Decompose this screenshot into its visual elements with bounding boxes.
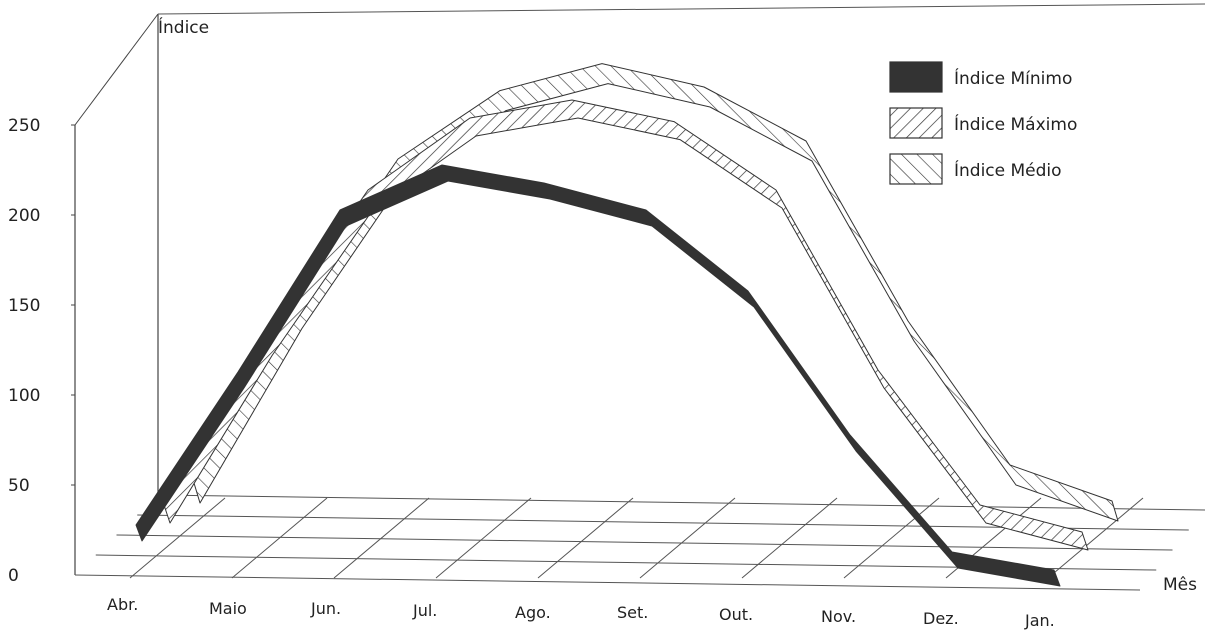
x-tick-label: Dez. [923, 609, 959, 628]
x-tick-labels: Abr. Maio Jun. Jul. Ago. Set. Out. Nov. Dez. Jan. [107, 595, 1055, 630]
legend-swatch [889, 153, 943, 185]
y-tick-labels: 0 50 100 150 200 250 [8, 116, 75, 586]
floor-gridline [157, 494, 1206, 511]
x-tick-label: Jan. [1024, 611, 1055, 630]
floor-month-line [537, 497, 634, 579]
y-axis-label: Índice [158, 16, 209, 38]
legend: Índice Mínimo Índice Máximo Índice Médio [889, 61, 1077, 185]
y-tick-label: 100 [8, 386, 40, 406]
floor-grid [74, 494, 1206, 591]
series-ribbons [135, 63, 1119, 587]
floor-month-line [129, 497, 226, 579]
legend-label: Índice Médio [954, 159, 1062, 181]
floor-month-line [435, 497, 532, 579]
x-tick-label: Out. [719, 605, 753, 624]
y-tick-label: 150 [8, 296, 40, 316]
floor-month-line [333, 497, 430, 579]
floor-gridline [74, 574, 1141, 591]
y-tick-label: 250 [8, 116, 40, 136]
x-axis-label: Mês [1163, 575, 1197, 595]
x-tick-label: Set. [617, 603, 648, 622]
floor-month-line [231, 497, 328, 579]
x-tick-label: Jun. [310, 599, 341, 618]
y-tick-label: 50 [8, 476, 30, 496]
top-connector [74, 13, 159, 126]
x-tick-label: Abr. [107, 595, 138, 614]
series-ribbon [135, 164, 1061, 587]
axes-frame [74, 3, 1206, 575]
floor-month-line [843, 497, 940, 579]
legend-label: Índice Máximo [954, 113, 1077, 135]
x-tick-label: Jul. [412, 601, 437, 620]
legend-label: Índice Mínimo [954, 67, 1072, 89]
legend-swatch [889, 107, 943, 139]
x-tick-label: Nov. [821, 607, 856, 626]
legend-swatch [889, 61, 943, 93]
x-tick-label: Ago. [515, 603, 551, 622]
floor-month-line [1047, 497, 1144, 579]
floor-month-line [741, 497, 838, 579]
y-tick-label: 0 [8, 566, 19, 586]
x-tick-label: Maio [209, 599, 247, 618]
floor-gridline [116, 534, 1173, 551]
y-tick-label: 200 [8, 206, 40, 226]
floor-month-line [639, 497, 736, 579]
back-top-edge [157, 3, 1206, 15]
